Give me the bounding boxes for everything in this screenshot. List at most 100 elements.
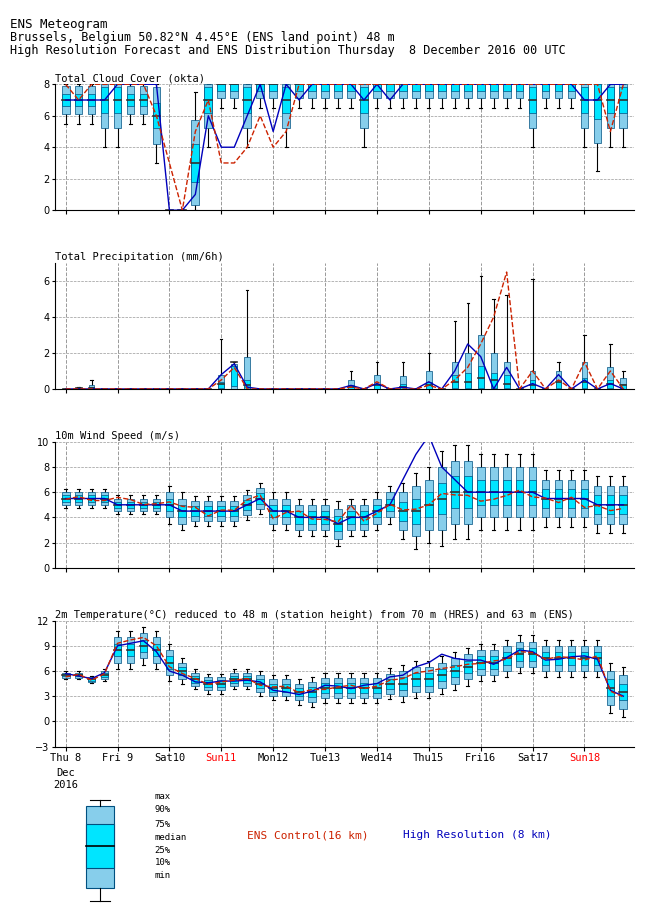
Bar bbox=[140, 633, 148, 659]
Bar bbox=[360, 84, 368, 128]
Bar bbox=[593, 646, 601, 671]
Bar bbox=[464, 461, 472, 524]
Bar bbox=[502, 84, 510, 91]
Text: Wed14: Wed14 bbox=[361, 753, 393, 763]
Bar bbox=[515, 84, 523, 91]
Bar bbox=[606, 87, 614, 113]
Text: 75%: 75% bbox=[155, 820, 171, 829]
Text: Thu 8: Thu 8 bbox=[50, 753, 81, 763]
Bar bbox=[334, 508, 342, 539]
Bar bbox=[478, 335, 484, 389]
Bar bbox=[582, 378, 588, 388]
Bar bbox=[554, 480, 562, 518]
Bar bbox=[347, 511, 355, 524]
Bar bbox=[334, 84, 342, 98]
Bar bbox=[465, 373, 471, 388]
Text: 10m Wind Speed (m/s): 10m Wind Speed (m/s) bbox=[55, 431, 180, 442]
Bar bbox=[153, 498, 161, 511]
Bar bbox=[230, 676, 238, 682]
Text: Fri16: Fri16 bbox=[465, 753, 497, 763]
Bar bbox=[88, 86, 96, 114]
Bar bbox=[334, 682, 342, 692]
Bar bbox=[386, 673, 394, 693]
Bar bbox=[530, 380, 536, 388]
Bar bbox=[62, 674, 70, 676]
Bar bbox=[399, 492, 407, 530]
Bar bbox=[386, 492, 394, 518]
Bar bbox=[425, 673, 433, 686]
Bar bbox=[580, 652, 588, 665]
Bar bbox=[321, 84, 329, 98]
Bar bbox=[452, 362, 458, 389]
Bar bbox=[243, 87, 251, 113]
Text: 2016: 2016 bbox=[53, 780, 78, 791]
Bar bbox=[243, 676, 251, 682]
Bar bbox=[374, 384, 380, 388]
Bar bbox=[593, 496, 601, 514]
Bar bbox=[204, 84, 212, 128]
Bar bbox=[360, 511, 368, 524]
Bar bbox=[541, 84, 549, 91]
Bar bbox=[567, 480, 575, 518]
Bar bbox=[269, 683, 277, 692]
Bar bbox=[114, 498, 122, 511]
Bar bbox=[62, 93, 70, 106]
Bar bbox=[282, 680, 290, 696]
Bar bbox=[321, 511, 329, 524]
Bar bbox=[114, 502, 122, 508]
Bar bbox=[114, 644, 122, 656]
Bar bbox=[88, 496, 96, 502]
Bar bbox=[75, 86, 83, 114]
Bar bbox=[554, 84, 562, 98]
Bar bbox=[412, 485, 420, 536]
Text: Sat10: Sat10 bbox=[154, 753, 185, 763]
Bar bbox=[528, 641, 536, 667]
Bar bbox=[412, 84, 420, 98]
Bar bbox=[140, 86, 148, 114]
Bar bbox=[426, 371, 432, 389]
Bar bbox=[491, 373, 497, 388]
Bar bbox=[269, 505, 277, 518]
Bar bbox=[334, 678, 342, 698]
Bar bbox=[127, 86, 135, 114]
Bar bbox=[360, 505, 368, 530]
Bar bbox=[399, 84, 407, 91]
Bar bbox=[166, 656, 174, 669]
Bar bbox=[373, 498, 381, 524]
Bar bbox=[269, 680, 277, 696]
Bar bbox=[140, 502, 148, 508]
Bar bbox=[426, 382, 432, 388]
Bar bbox=[204, 501, 212, 521]
Bar bbox=[308, 682, 316, 702]
Bar bbox=[451, 461, 459, 524]
Text: max: max bbox=[155, 792, 171, 802]
Bar bbox=[308, 687, 316, 697]
Bar bbox=[593, 84, 601, 143]
Bar bbox=[425, 667, 433, 692]
Bar bbox=[621, 384, 627, 388]
Bar bbox=[373, 84, 381, 98]
Bar bbox=[582, 362, 588, 389]
Bar bbox=[425, 492, 433, 518]
Bar bbox=[593, 485, 601, 524]
Bar bbox=[179, 505, 187, 518]
Bar bbox=[244, 356, 250, 389]
Bar bbox=[606, 485, 614, 524]
Bar bbox=[295, 511, 303, 524]
Bar bbox=[399, 671, 407, 696]
Bar bbox=[386, 679, 394, 689]
Bar bbox=[348, 386, 354, 388]
Bar bbox=[217, 84, 225, 98]
Bar bbox=[75, 93, 83, 106]
Bar bbox=[580, 489, 588, 508]
Bar bbox=[528, 84, 536, 128]
Bar bbox=[140, 93, 148, 106]
Bar bbox=[373, 505, 381, 518]
Bar bbox=[412, 667, 420, 692]
Bar bbox=[348, 380, 354, 389]
Bar bbox=[541, 480, 549, 518]
Text: Mon12: Mon12 bbox=[257, 753, 289, 763]
Bar bbox=[515, 648, 523, 660]
Bar bbox=[256, 84, 264, 91]
Bar bbox=[256, 675, 264, 692]
